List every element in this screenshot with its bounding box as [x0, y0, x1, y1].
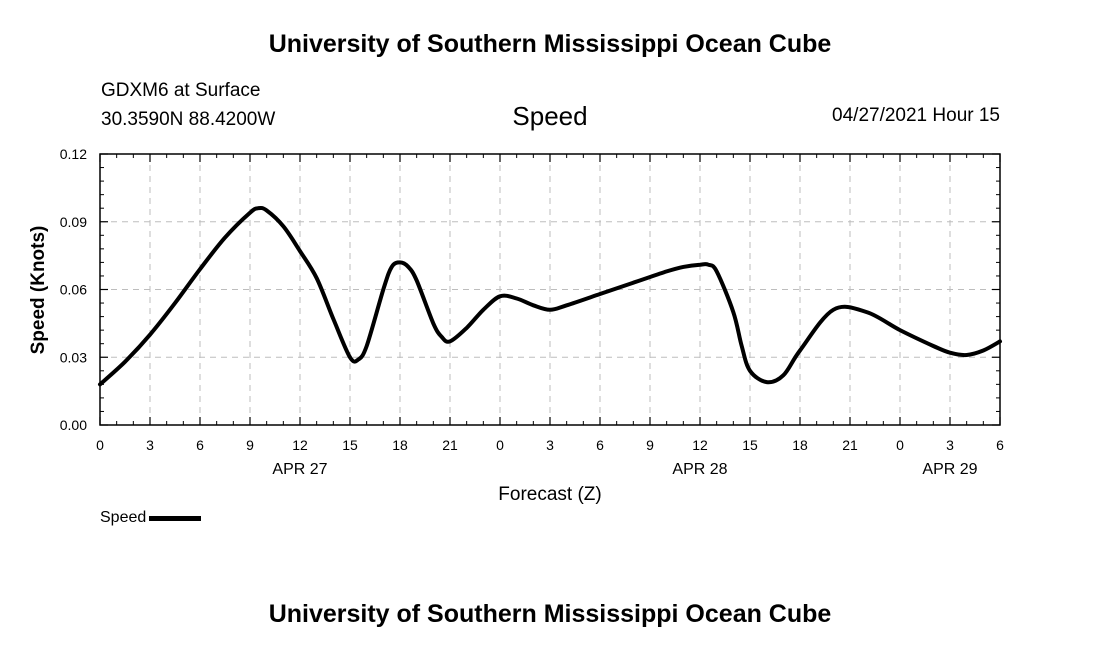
x-tick-label: 9	[246, 437, 254, 453]
date-label: APR 28	[672, 461, 727, 478]
y-tick-label: 0.09	[60, 214, 87, 230]
x-tick-label: 9	[646, 437, 654, 453]
x-tick-label: 6	[196, 437, 204, 453]
x-tick-labels: 0 3 6 9 12 15 18 21 0 3 6 9 12 15 18 21 0 3 6	[96, 437, 1004, 453]
y-axis-title: Speed (Knots)	[28, 226, 49, 355]
station-name: GDXM6 at Surface	[101, 80, 261, 101]
x-tick-label: 6	[596, 437, 604, 453]
date-label: APR 29	[922, 461, 977, 478]
y-tick-label: 0.12	[60, 146, 87, 162]
y-tick-label: 0.06	[60, 282, 87, 298]
x-tick-label: 15	[342, 437, 358, 453]
speed-chart: 0 3 6 9 12 15 18 21 0 3 6 9 12 15 18 21 0 3 6 0.00 0.03 0.06…	[28, 146, 1004, 505]
x-tick-label: 12	[292, 437, 308, 453]
grid-lines	[100, 154, 1000, 425]
x-tick-label: 12	[692, 437, 708, 453]
date-label: APR 27	[272, 461, 327, 478]
forecast-timestamp: 04/27/2021 Hour 15	[832, 105, 1000, 126]
chart-main-title: University of Southern Mississippi Ocean…	[268, 30, 832, 58]
x-tick-label: 18	[392, 437, 408, 453]
x-tick-label: 21	[442, 437, 458, 453]
speed-series-line	[98, 205, 1002, 387]
x-tick-label: 0	[96, 437, 104, 453]
date-labels: APR 27 APR 28 APR 29	[272, 461, 977, 478]
x-tick-label: 21	[842, 437, 858, 453]
legend: Speed	[100, 509, 202, 527]
y-tick-label: 0.00	[60, 417, 87, 433]
x-tick-label: 3	[546, 437, 554, 453]
x-tick-label: 3	[946, 437, 954, 453]
x-axis-title: Forecast (Z)	[498, 484, 601, 505]
x-tick-label: 0	[496, 437, 504, 453]
legend-label: Speed	[100, 509, 147, 526]
station-info: GDXM6 at Surface 30.3590N 88.4200W	[101, 76, 275, 134]
y-tick-labels: 0.00 0.03 0.06 0.09 0.12	[60, 146, 87, 433]
x-tick-label: 18	[792, 437, 808, 453]
x-tick-label: 3	[146, 437, 154, 453]
axis-ticks	[99, 153, 1001, 426]
x-tick-label: 15	[742, 437, 758, 453]
x-tick-label: 6	[996, 437, 1004, 453]
chart-title: Speed	[512, 101, 588, 131]
footer-title: University of Southern Mississippi Ocean…	[268, 600, 832, 628]
x-tick-label: 0	[896, 437, 904, 453]
station-location: 30.3590N 88.4200W	[101, 109, 276, 130]
legend-swatch-speed	[149, 515, 202, 521]
y-tick-label: 0.03	[60, 349, 87, 365]
